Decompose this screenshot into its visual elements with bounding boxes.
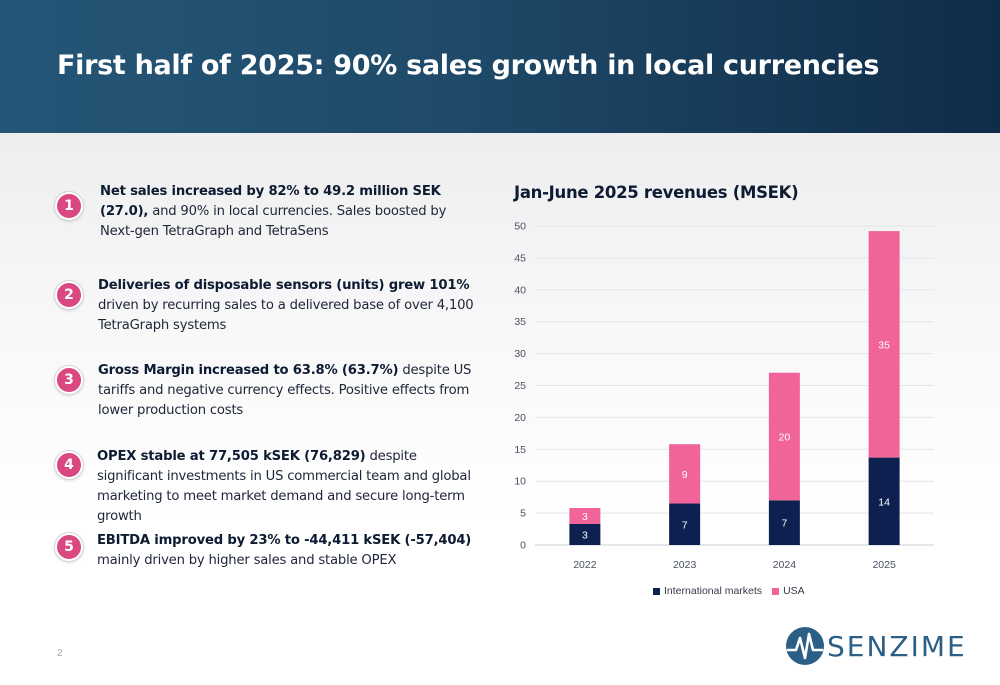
point-text: EBITDA improved by 23% to -44,411 kSEK (… [97, 531, 477, 571]
y-tick-label: 45 [514, 252, 526, 264]
legend-label-international: International markets [664, 585, 763, 597]
y-tick-label: 15 [514, 444, 526, 456]
data-label: 7 [682, 519, 688, 531]
point-highlight: Gross Margin increased to 63.8% (63.7%) [98, 363, 399, 378]
point-text: Gross Margin increased to 63.8% (63.7%) … [98, 361, 478, 421]
data-label: 20 [779, 432, 791, 444]
y-tick-label: 5 [520, 508, 526, 520]
point-highlight: OPEX stable at 77,505 kSEK (76,829) [97, 449, 366, 464]
bar-usa-2023 [669, 444, 701, 504]
y-tick-label: 0 [520, 540, 526, 552]
x-tick-label: 2022 [573, 559, 597, 571]
bar-usa-2024 [768, 372, 800, 501]
data-label: 3 [582, 529, 588, 541]
data-label: 14 [878, 496, 890, 508]
senzime-logo: SENZIME [785, 626, 967, 666]
legend-item-international: International markets [653, 585, 762, 597]
point-highlight: Deliveries of disposable sensors (units)… [98, 278, 470, 293]
header-banner: First half of 2025: 90% sales growth in … [0, 0, 1000, 133]
point-text: OPEX stable at 77,505 kSEK (76,829) desp… [97, 447, 477, 527]
data-label: 9 [682, 469, 688, 481]
x-tick-label: 2023 [673, 559, 697, 571]
y-tick-label: 25 [514, 380, 526, 392]
logo-mark-icon [786, 627, 824, 665]
legend-item-usa: USA [772, 585, 805, 597]
y-tick-label: 30 [514, 348, 526, 360]
point-number-badge: 5 [55, 533, 83, 561]
point-text: Net sales increased by 82% to 49.2 milli… [100, 182, 480, 242]
point-detail: despite US tariffs and negative currency… [98, 363, 472, 418]
x-tick-label: 2024 [773, 559, 797, 571]
chart-title: Jan-June 2025 revenues (MSEK) [514, 183, 799, 202]
point-number-badge: 4 [55, 451, 83, 479]
point-highlight: Net sales increased by 82% to 49.2 milli… [100, 184, 441, 219]
point-detail: mainly driven by higher sales and stable… [97, 553, 397, 568]
legend-label-usa: USA [783, 585, 805, 597]
y-tick-label: 35 [514, 316, 526, 328]
bar-international-2023 [669, 503, 701, 545]
x-tick-label: 2025 [872, 559, 896, 571]
point-highlight: EBITDA improved by 23% to -44,411 kSEK (… [97, 533, 472, 548]
data-label: 35 [878, 339, 890, 351]
revenue-stacked-bar-chart: 0510152025303540455033202279202372020241… [514, 221, 934, 571]
point-number-badge: 2 [55, 281, 83, 309]
legend-swatch-usa [772, 587, 780, 595]
point-number-badge: 1 [55, 192, 83, 220]
point-detail: driven by recurring sales to a delivered… [98, 298, 474, 333]
data-label: 7 [781, 518, 787, 530]
y-tick-label: 50 [514, 221, 526, 233]
logo-wordmark: SENZIME [827, 629, 967, 663]
point-detail: despite significant investments in US co… [97, 449, 471, 524]
y-tick-label: 40 [514, 284, 526, 296]
point-number-badge: 3 [55, 366, 83, 394]
bar-international-2024 [768, 500, 800, 545]
chart-legend: International markets USA [653, 585, 815, 597]
point-detail: and 90% in local currencies. Sales boost… [100, 204, 447, 239]
point-text: Deliveries of disposable sensors (units)… [98, 276, 478, 336]
y-tick-label: 20 [514, 412, 526, 424]
legend-swatch-international [653, 587, 660, 595]
bar-international-2025 [868, 457, 900, 545]
bar-usa-2025 [868, 231, 900, 458]
y-tick-label: 10 [514, 476, 526, 488]
page-number: 2 [57, 648, 63, 659]
bar-international-2022 [569, 523, 601, 545]
data-label: 3 [582, 511, 588, 523]
bar-usa-2022 [569, 507, 601, 524]
page-title: First half of 2025: 90% sales growth in … [57, 50, 880, 81]
